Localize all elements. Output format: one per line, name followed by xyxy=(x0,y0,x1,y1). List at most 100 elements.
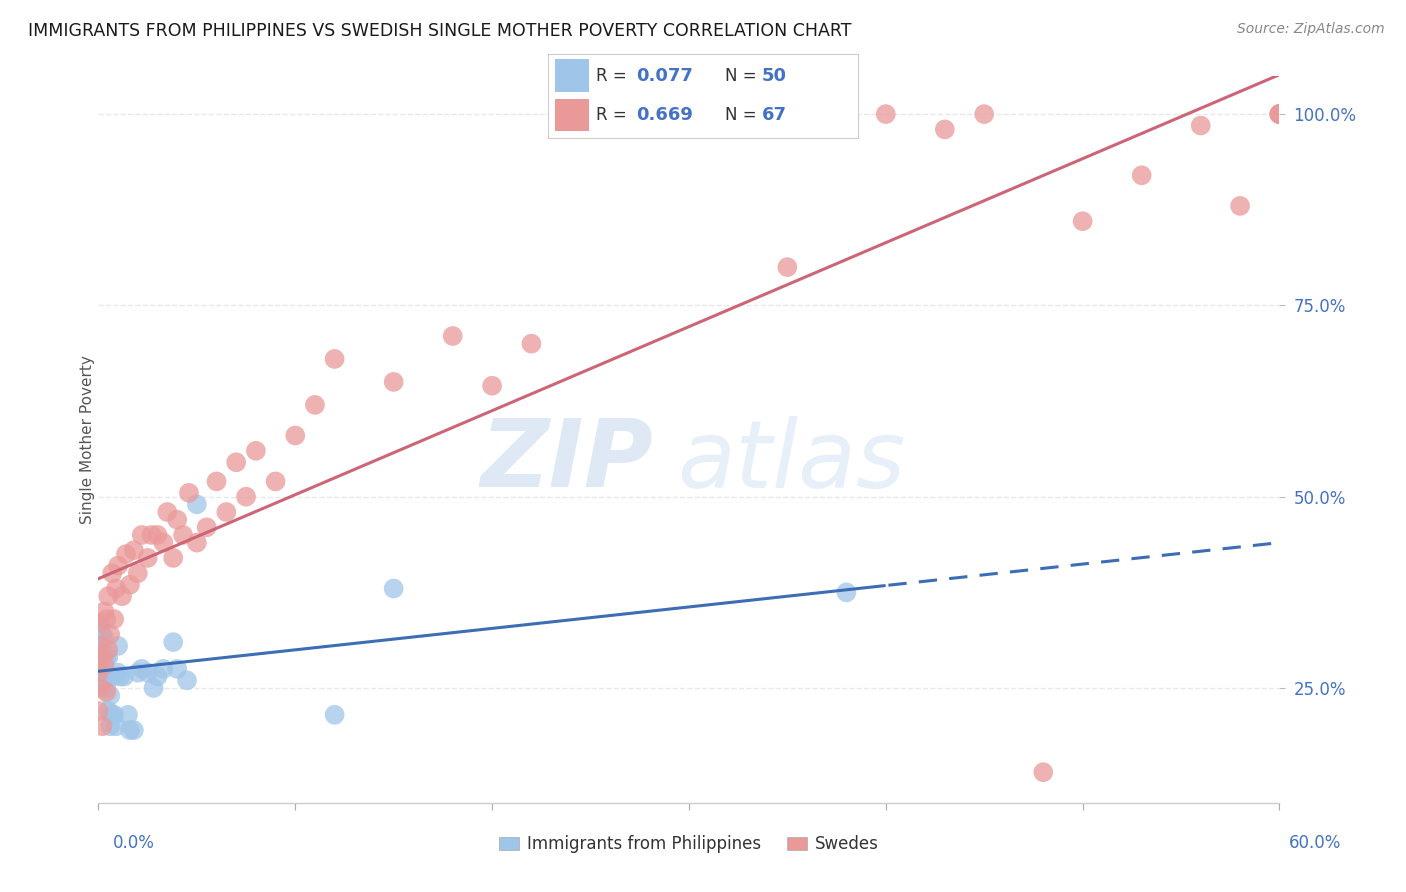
Point xyxy=(481,378,503,392)
Y-axis label: Single Mother Poverty: Single Mother Poverty xyxy=(80,355,94,524)
Point xyxy=(176,673,198,688)
Point xyxy=(118,723,141,737)
Point xyxy=(162,635,184,649)
Point xyxy=(678,107,700,121)
Point xyxy=(1268,107,1291,121)
Point xyxy=(441,329,464,343)
Point xyxy=(87,627,110,641)
Legend: Immigrants from Philippines, Swedes: Immigrants from Philippines, Swedes xyxy=(492,829,886,860)
Point xyxy=(1268,107,1291,121)
Point xyxy=(93,658,115,673)
Point xyxy=(1189,119,1212,133)
Point xyxy=(101,707,124,722)
Point xyxy=(1268,107,1291,121)
Point xyxy=(1229,199,1251,213)
Text: N =: N = xyxy=(724,67,762,85)
Point xyxy=(91,650,114,665)
Point xyxy=(93,665,115,680)
Point xyxy=(835,585,858,599)
Point xyxy=(97,642,120,657)
Point xyxy=(1268,107,1291,121)
Point xyxy=(87,658,110,673)
Point xyxy=(101,566,124,581)
Text: 0.077: 0.077 xyxy=(637,67,693,85)
Bar xyxy=(554,99,589,131)
Point xyxy=(87,704,110,718)
Point xyxy=(136,550,159,565)
Point xyxy=(127,566,149,581)
Bar xyxy=(554,60,589,92)
Point xyxy=(105,582,128,596)
Point xyxy=(107,558,129,573)
Point xyxy=(87,642,110,657)
Point xyxy=(177,486,200,500)
Point xyxy=(112,669,135,683)
Text: 60.0%: 60.0% xyxy=(1288,834,1341,852)
Point xyxy=(284,428,307,442)
Point xyxy=(115,547,138,561)
Point xyxy=(304,398,326,412)
Point xyxy=(108,669,131,683)
Text: IMMIGRANTS FROM PHILIPPINES VS SWEDISH SINGLE MOTHER POVERTY CORRELATION CHART: IMMIGRANTS FROM PHILIPPINES VS SWEDISH S… xyxy=(28,22,852,40)
Text: 0.669: 0.669 xyxy=(637,106,693,124)
Point xyxy=(166,662,188,676)
Point xyxy=(382,375,405,389)
Point xyxy=(146,528,169,542)
Point xyxy=(87,615,110,630)
Point xyxy=(87,620,110,634)
Point xyxy=(141,528,163,542)
Point xyxy=(98,627,121,641)
Point xyxy=(382,582,405,596)
Point xyxy=(934,122,956,136)
Point xyxy=(107,665,129,680)
Point xyxy=(136,665,159,680)
Point xyxy=(105,719,128,733)
Point xyxy=(98,719,121,733)
Point xyxy=(96,681,118,695)
Point xyxy=(1032,765,1054,780)
Point xyxy=(127,665,149,680)
Point xyxy=(215,505,238,519)
Point xyxy=(737,107,759,121)
Point xyxy=(91,627,114,641)
Point xyxy=(152,662,174,676)
Point xyxy=(323,707,346,722)
Point xyxy=(87,635,110,649)
Point xyxy=(87,665,110,680)
Point xyxy=(195,520,218,534)
Point xyxy=(131,528,153,542)
Point xyxy=(1130,169,1153,183)
Point xyxy=(89,665,111,680)
Point xyxy=(225,455,247,469)
Text: atlas: atlas xyxy=(678,416,905,507)
Point xyxy=(205,475,228,489)
Point xyxy=(152,535,174,549)
Point xyxy=(166,513,188,527)
Point xyxy=(131,662,153,676)
Point xyxy=(101,669,124,683)
Point xyxy=(520,336,543,351)
Point xyxy=(89,635,111,649)
Text: R =: R = xyxy=(596,67,633,85)
Point xyxy=(776,260,799,274)
Point xyxy=(96,665,118,680)
Point xyxy=(579,107,602,121)
Point xyxy=(1268,107,1291,121)
Text: 0.0%: 0.0% xyxy=(112,834,155,852)
Point xyxy=(172,528,194,542)
Point xyxy=(122,543,145,558)
Point xyxy=(117,707,139,722)
Point xyxy=(162,550,184,565)
Point xyxy=(87,647,110,661)
Point xyxy=(93,658,115,673)
Point xyxy=(186,535,208,549)
Text: N =: N = xyxy=(724,106,762,124)
Point xyxy=(638,107,661,121)
Point xyxy=(323,351,346,366)
Point xyxy=(93,647,115,661)
Point xyxy=(98,689,121,703)
Point xyxy=(91,642,114,657)
Point xyxy=(235,490,257,504)
Point xyxy=(111,589,134,603)
Point xyxy=(156,505,179,519)
